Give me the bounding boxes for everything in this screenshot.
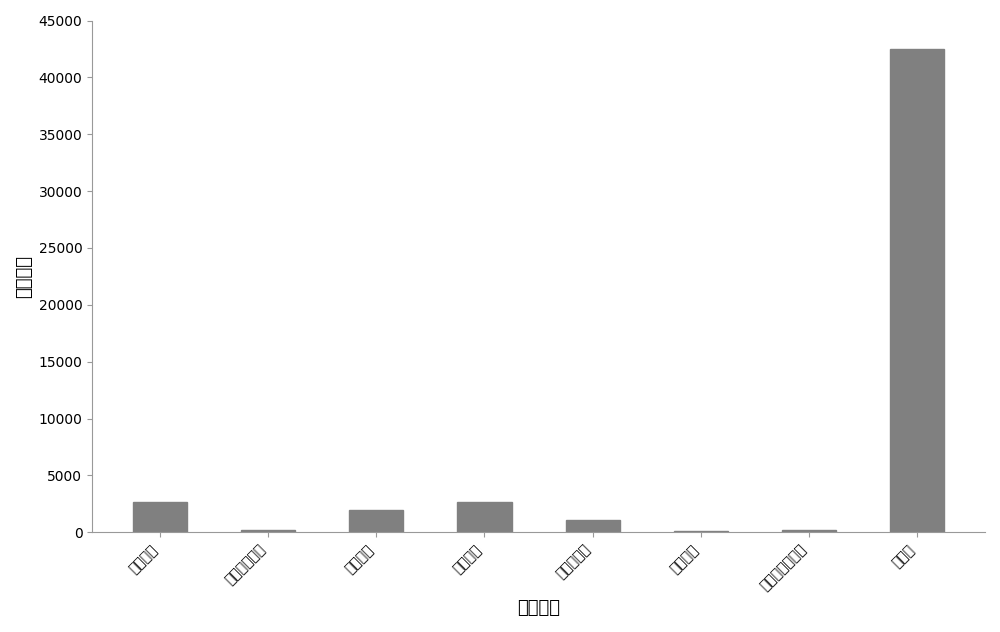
Bar: [890, 49, 944, 532]
Bar: [133, 502, 187, 532]
X-axis label: 不同物质: 不同物质: [517, 599, 560, 617]
Y-axis label: 荧光强度: 荧光强度: [15, 255, 33, 298]
Bar: [566, 520, 620, 532]
Bar: [349, 509, 403, 532]
Bar: [782, 530, 836, 532]
Bar: [457, 502, 512, 532]
Bar: [241, 530, 295, 532]
Bar: [674, 531, 728, 532]
